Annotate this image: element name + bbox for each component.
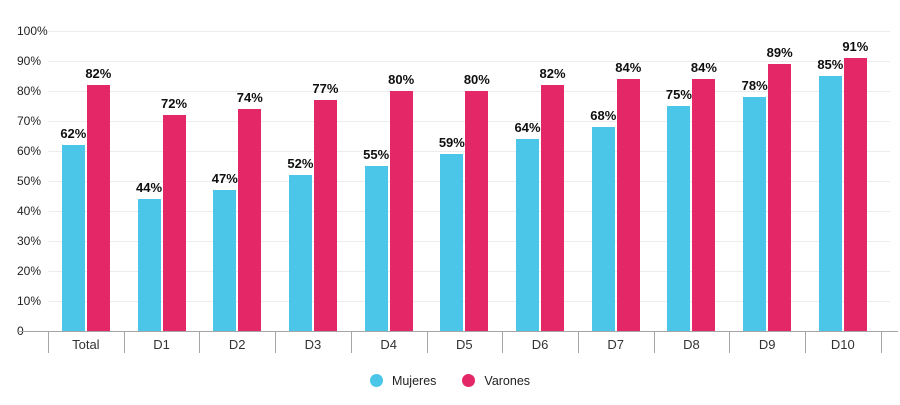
bar-value-label: 55% [363,147,390,162]
x-category-label-d7: D7 [607,337,625,352]
gridline-90 [48,61,890,62]
bar-value-label: 82% [539,66,566,81]
bar-varones-d3 [313,100,337,331]
x-axis-separator [653,332,655,353]
bar-mujeres-d7 [591,127,615,331]
bar-value-label: 44% [136,180,163,195]
bar-varones-d9 [768,64,792,331]
x-category-label-d4: D4 [380,337,397,352]
legend: Mujeres Varones [0,368,900,393]
bar-value-label: 68% [590,108,617,123]
x-category-label-d2: D2 [228,337,246,352]
bar-value-label: 80% [463,72,490,87]
x-axis-separator [426,332,428,353]
x-axis-separator [48,332,49,353]
bar-varones-d5 [465,91,489,331]
x-axis-line [18,331,898,332]
x-axis-separator [577,332,579,353]
bar-value-label: 62% [60,126,87,141]
x-axis-separator [502,332,504,353]
bar-mujeres-d2 [213,190,237,331]
legend-item-mujeres: Mujeres [369,373,437,388]
x-category-label-total: Total [72,337,100,352]
bar-mujeres-d3 [288,175,312,331]
bar-value-label: 84% [615,60,642,75]
x-category-label-d10: D10 [830,337,855,352]
legend-label: Mujeres [391,373,437,388]
gridline-100 [48,31,890,32]
bar-varones-d6 [541,85,565,331]
bar-varones-d1 [162,115,186,331]
y-tick-label: 50% [17,174,42,188]
x-category-label-d1: D1 [153,337,170,352]
bar-mujeres-d8 [667,106,691,331]
bar-mujeres-d1 [137,199,161,331]
x-axis-separator [880,332,882,353]
y-tick-label: 80% [17,84,42,98]
bar-value-label: 52% [287,156,314,171]
bar-value-label: 82% [85,66,112,81]
x-category-label-d6: D6 [531,337,549,352]
bar-varones-d4 [389,91,413,331]
bar-value-label: 75% [665,87,692,102]
legend-label: Varones [484,373,531,388]
bar-value-label: 89% [766,45,793,60]
bar-varones-d2 [238,109,262,331]
x-axis-separator [805,332,806,353]
bar-mujeres-d4 [364,166,388,331]
legend-dot-varones [462,374,476,387]
bar-value-label: 47% [211,171,238,186]
y-tick-label: 100% [17,24,48,38]
y-tick-label: 20% [17,264,42,278]
x-axis-separator [199,332,201,353]
bar-value-label: 91% [842,39,869,54]
y-tick-label: 10% [17,294,42,308]
y-tick-label: 30% [17,234,42,248]
bar-mujeres-d9 [743,97,767,331]
x-axis-separator [123,332,125,353]
legend-item-varones: Varones [462,374,530,388]
bar-varones-d10 [843,58,867,331]
bar-varones-d8 [692,79,716,331]
x-axis-separator [350,332,352,353]
bar-varones-total [86,85,110,331]
bar-mujeres-d5 [440,154,464,331]
x-axis-separator [275,332,277,353]
bar-value-label: 64% [514,120,541,135]
x-category-label-d9: D9 [758,337,776,352]
x-category-label-d3: D3 [304,337,322,352]
bar-value-label: 80% [388,72,415,87]
y-tick-label: 40% [17,204,42,218]
y-tick-label: 90% [17,54,42,68]
y-tick-label: 60% [17,144,42,158]
bar-mujeres-d10 [818,76,842,331]
x-axis-separator [729,332,731,353]
legend-dot-mujeres [369,374,383,387]
bar-value-label: 72% [161,96,188,111]
bar-varones-d7 [616,79,640,331]
bar-value-label: 77% [312,81,339,96]
x-category-label-d8: D8 [683,337,700,352]
x-category-label-d5: D5 [456,337,473,352]
bar-value-label: 59% [438,135,465,150]
bar-value-label: 74% [236,90,263,105]
bar-value-label: 84% [690,60,717,75]
bar-mujeres-d6 [516,139,540,331]
y-tick-label: 70% [17,114,42,128]
bar-mujeres-total [61,145,85,331]
bar-value-label: 85% [817,57,844,72]
bar-value-label: 78% [741,78,768,93]
